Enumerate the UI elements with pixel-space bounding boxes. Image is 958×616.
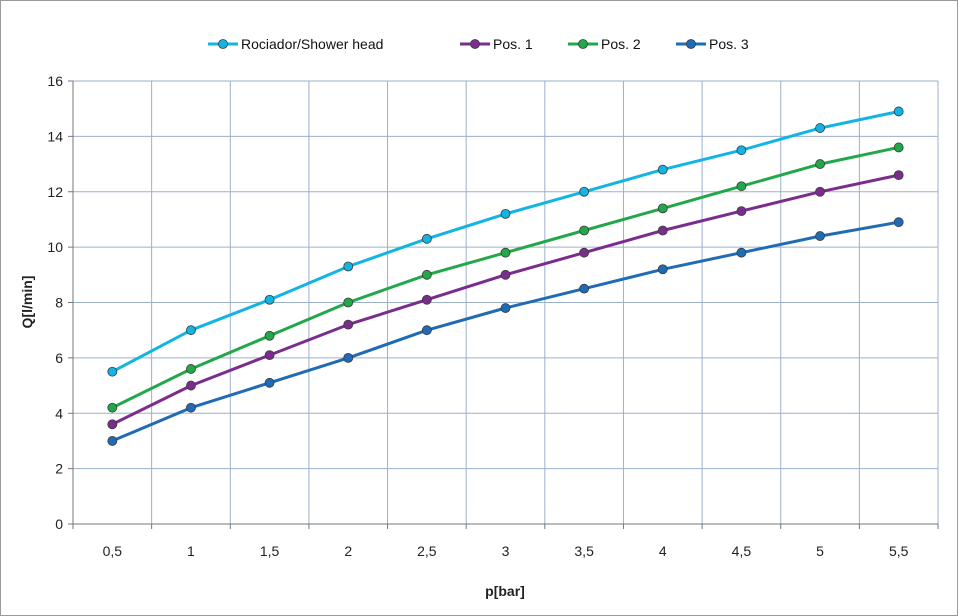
data-point bbox=[343, 261, 354, 272]
data-point bbox=[186, 380, 196, 391]
data-point bbox=[736, 145, 747, 156]
data-point bbox=[186, 402, 196, 413]
legend-swatch-marker bbox=[470, 39, 480, 49]
x-tick-label: 0,5 bbox=[103, 543, 123, 559]
x-tick-label: 1 bbox=[187, 543, 195, 559]
data-point bbox=[107, 436, 118, 446]
legend: Rociador/Shower head Pos. 1 Pos. 2 Pos. 3 bbox=[208, 36, 749, 52]
data-point bbox=[500, 269, 511, 280]
x-tick-label: 2 bbox=[344, 543, 352, 559]
data-point bbox=[579, 247, 590, 258]
y-tick-label: 2 bbox=[55, 461, 63, 477]
y-tick-label: 4 bbox=[55, 405, 63, 421]
axes: 0 2 4 6 8 10 12 14 16 0,5 1 1,5 2 2,5 3 3,5 4 4,5 5 5,5 bbox=[47, 73, 939, 559]
data-point bbox=[107, 366, 118, 377]
x-tick-label: 1,5 bbox=[260, 543, 280, 559]
y-tick-label: 8 bbox=[55, 295, 63, 311]
data-point bbox=[815, 186, 825, 197]
data-point bbox=[657, 203, 668, 214]
x-tick-label: 3 bbox=[502, 543, 510, 559]
x-tick-label: 4 bbox=[659, 543, 667, 559]
y-tick-label: 0 bbox=[55, 516, 63, 532]
y-tick-label: 16 bbox=[47, 73, 63, 89]
x-axis-title: p[bar] bbox=[485, 583, 525, 599]
data-point bbox=[421, 294, 432, 305]
data-point bbox=[343, 319, 354, 330]
data-point bbox=[264, 294, 275, 305]
data-point bbox=[500, 247, 511, 258]
data-point bbox=[815, 123, 825, 133]
data-point bbox=[893, 217, 904, 228]
y-axis-title: Q[l/min] bbox=[19, 276, 35, 329]
data-point bbox=[893, 142, 904, 153]
x-tick-label: 5 bbox=[816, 543, 824, 559]
legend-entry-label: Rociador/Shower head bbox=[241, 36, 383, 52]
data-point bbox=[893, 170, 904, 181]
data-point bbox=[893, 106, 904, 117]
data-point bbox=[421, 325, 432, 336]
legend-entry-label: Pos. 1 bbox=[493, 36, 533, 52]
data-point bbox=[815, 231, 825, 241]
legend-swatch-marker bbox=[686, 39, 696, 49]
data-point bbox=[107, 402, 118, 413]
data-point bbox=[579, 283, 590, 294]
data-point bbox=[186, 325, 196, 336]
y-tick-label: 12 bbox=[47, 184, 63, 200]
data-point bbox=[657, 164, 668, 175]
data-point bbox=[657, 264, 668, 275]
legend-entry-label: Pos. 2 bbox=[601, 36, 641, 52]
data-point bbox=[736, 206, 747, 217]
legend-swatch-marker bbox=[578, 39, 588, 49]
series-lines bbox=[107, 106, 904, 446]
data-point bbox=[736, 247, 747, 258]
data-point bbox=[736, 181, 747, 192]
x-tick-label: 2,5 bbox=[417, 543, 437, 559]
data-point bbox=[500, 208, 511, 219]
x-tick-label: 3,5 bbox=[574, 543, 594, 559]
legend-swatch-marker bbox=[218, 39, 228, 49]
data-point bbox=[264, 330, 275, 341]
y-tick-label: 14 bbox=[47, 128, 63, 144]
data-point bbox=[815, 159, 825, 169]
data-point bbox=[186, 364, 196, 374]
data-point bbox=[264, 377, 275, 388]
data-point bbox=[657, 225, 668, 236]
x-tick-label: 5,5 bbox=[889, 543, 909, 559]
gridlines bbox=[73, 80, 939, 524]
y-tick-label: 6 bbox=[55, 350, 63, 366]
data-point bbox=[343, 297, 354, 308]
legend-entry-label: Pos. 3 bbox=[709, 36, 749, 52]
y-tick-label: 10 bbox=[47, 239, 63, 255]
data-point bbox=[264, 350, 275, 361]
data-point bbox=[107, 419, 118, 430]
x-tick-label: 4,5 bbox=[732, 543, 752, 559]
data-point bbox=[421, 269, 432, 280]
data-point bbox=[500, 303, 511, 313]
data-point bbox=[421, 233, 432, 244]
data-point bbox=[579, 186, 590, 197]
data-point bbox=[579, 225, 590, 236]
data-point bbox=[343, 352, 354, 363]
